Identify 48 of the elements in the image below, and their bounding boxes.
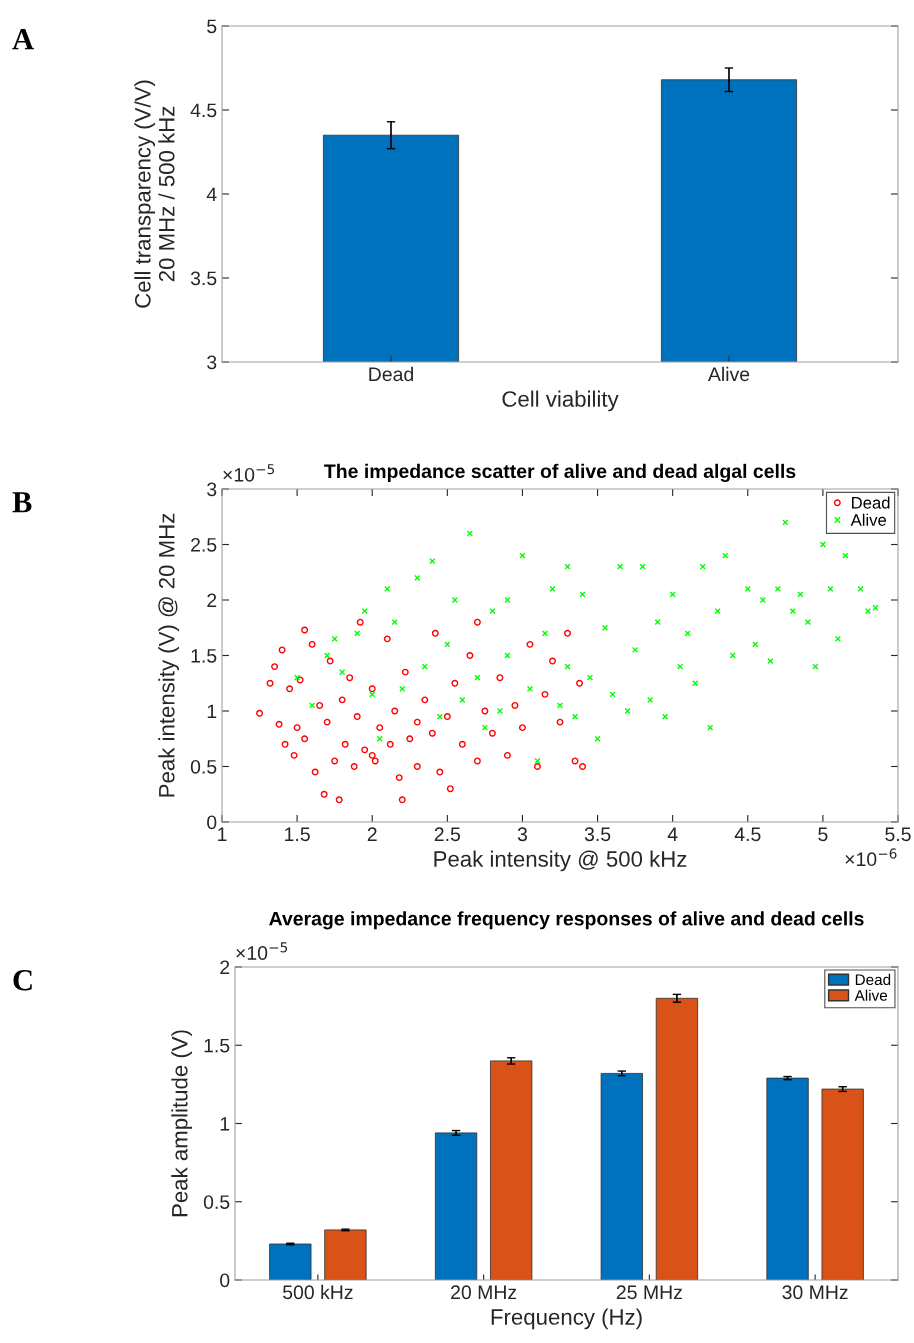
x-axis-title: Frequency (Hz) — [491, 1308, 642, 1330]
x-tick-label: 4 — [667, 827, 678, 841]
x-tick-label: 2 — [367, 827, 377, 841]
legend-label: Dead — [855, 973, 891, 986]
text: ×10$^{−6}$ — [845, 848, 897, 867]
x-tick-label: 2.5 — [434, 827, 461, 842]
chart-title: Average impedance frequency responses of alive and dead cells — [269, 911, 864, 930]
y-tick-label: 1.5 — [204, 1038, 230, 1053]
legend-label: Alive — [854, 989, 888, 1001]
y-tick-label: 3 — [207, 355, 217, 370]
y-tick-label: 1.5 — [191, 649, 217, 663]
chart-title: The impedance scatter of alive and dead algal cells — [324, 463, 796, 483]
y-tick-label: 0.5 — [190, 759, 217, 774]
y-tick-label: 3.5 — [190, 271, 217, 286]
y-axis-title: Peak intensity (V) @ 20 MHz — [158, 513, 179, 797]
x-tick-label: 500 kHz — [282, 1284, 353, 1300]
x-tick-label: 5 — [818, 827, 828, 842]
y-tick-label: 0 — [220, 1273, 230, 1288]
legend-label: Alive — [850, 513, 887, 526]
text: B — [12, 492, 32, 513]
y-tick-label: 4 — [206, 187, 217, 202]
x-tick-label: 25 MHz — [616, 1285, 682, 1300]
x-axis-title: Peak intensity @ 500 kHz — [434, 850, 687, 872]
x-tick-label: 3.5 — [584, 827, 611, 842]
text: ×10$^{−5}$ — [223, 464, 275, 482]
text: C — [13, 969, 32, 991]
y-tick-label: 0.5 — [203, 1195, 230, 1209]
y-axis-title: Cell transparency (V/V) 20 MHz / 500 kHz — [134, 80, 175, 308]
y-tick-label: 2 — [220, 960, 230, 975]
x-tick-label: 1.5 — [285, 827, 310, 842]
text: A — [12, 29, 34, 50]
y-tick-label: 5 — [207, 19, 217, 34]
y-tick-label: 1 — [207, 704, 217, 719]
y-tick-label: 0 — [207, 815, 217, 830]
y-axis-title: Peak amplitude (V) — [171, 1030, 192, 1217]
x-tick-label: 3 — [517, 827, 527, 842]
x-tick-label: 4.5 — [734, 827, 761, 842]
x-tick-label: 20 MHz — [451, 1285, 517, 1300]
x-tick-label: 30 MHz — [782, 1285, 848, 1300]
y-tick-label: 4.5 — [190, 103, 217, 118]
text: ×10$^{−5}$ — [236, 942, 288, 960]
x-axis-title: Cell viability — [502, 390, 619, 412]
legend-label: Dead — [852, 496, 890, 509]
y-tick-label: 3 — [207, 482, 217, 497]
x-tick-label: 5.5 — [885, 827, 911, 842]
y-tick-label: 1 — [220, 1117, 230, 1131]
y-tick-label: 2.5 — [191, 537, 217, 552]
y-tick-label: 2 — [207, 593, 217, 608]
